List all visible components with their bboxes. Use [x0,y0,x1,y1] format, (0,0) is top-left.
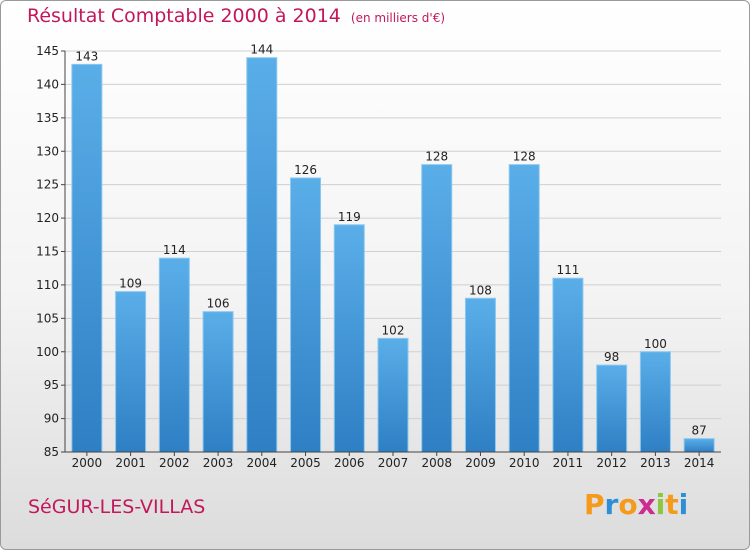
y-tick-label: 110 [36,278,59,292]
x-tick-label: 2011 [553,456,584,470]
logo-letter: o [618,488,638,521]
axes: 85 90 95 100 105 110 115 120 125 130 135 140 145 2000… [36,44,721,470]
proxiti-logo[interactable]: Proxiti [584,488,688,521]
bar-value-label: 119 [338,210,361,224]
bar-value-label: 143 [75,49,98,63]
bar-2007 [377,337,409,453]
bar-value-label: 98 [604,350,619,364]
bar-2012 [596,364,628,453]
x-tick-label: 2008 [421,456,452,470]
bar-value-label: 144 [250,43,273,57]
y-tick-label: 120 [36,211,59,225]
y-tick-label: 130 [36,144,59,158]
y-tick-label: 95 [44,378,59,392]
bar-2003 [202,311,234,453]
bar-value-label: 128 [425,150,448,164]
y-tick-label: 115 [36,245,59,259]
bar-value-label: 100 [644,337,667,351]
bar-2004 [246,57,278,453]
bar-value-label: 126 [294,163,317,177]
bar-2009 [464,297,496,453]
bar-value-label: 114 [163,243,186,257]
y-tick-label: 105 [36,311,59,325]
chart-title-text: Résultat Comptable 2000 à 2014 [27,5,341,27]
x-tick-label: 2004 [247,456,278,470]
x-tick-label: 2009 [465,456,496,470]
y-tick-label: 90 [44,412,59,426]
bars: 143 109 114 106 144 126 119 102 128 108 128 111 98 10… [71,43,715,453]
y-tick-label: 135 [36,111,59,125]
bar-2000 [71,63,103,453]
y-tick-label: 145 [36,44,59,58]
chart-subtitle: (en milliers d'€) [350,11,446,25]
y-tick-label: 140 [36,77,59,91]
logo-letter: r [604,488,619,521]
logo-letter: t [665,488,679,521]
logo-letter: x [637,488,656,521]
bar-2006 [333,224,365,453]
x-tick-label: 2014 [684,456,715,470]
logo-letter: P [584,488,605,521]
chart-title: Résultat Comptable 2000 à 2014 (en millie… [27,5,445,27]
bar-value-label: 87 [691,424,706,438]
commune-name: SéGUR-LES-VILLAS [28,496,206,518]
y-tick-label: 125 [36,178,59,192]
bar-2010 [508,164,540,453]
x-tick-label: 2012 [596,456,627,470]
bar-value-label: 102 [382,323,405,337]
x-tick-label: 2013 [640,456,671,470]
bar-value-label: 111 [556,263,579,277]
x-tick-label: 2000 [72,456,103,470]
bar-2002 [158,257,190,453]
bar-2014 [683,438,715,453]
logo-letter: i [655,488,666,521]
bar-value-label: 108 [469,283,492,297]
bar-2005 [290,177,322,453]
y-tick-label: 85 [44,445,59,459]
x-tick-label: 2005 [290,456,321,470]
bar-value-label: 106 [207,297,230,311]
x-tick-label: 2001 [115,456,146,470]
bar-2011 [552,277,584,453]
x-tick-label: 2007 [378,456,409,470]
x-tick-label: 2010 [509,456,540,470]
logo-letter: i [678,488,689,521]
bar-2013 [639,351,671,453]
x-tick-label: 2003 [203,456,234,470]
y-tick-label: 100 [36,345,59,359]
bar-value-label: 128 [513,150,536,164]
x-tick-label: 2002 [159,456,190,470]
x-tick-label: 2006 [334,456,365,470]
bar-value-label: 109 [119,277,142,291]
bar-2001 [115,291,147,453]
bar-2008 [421,164,453,453]
